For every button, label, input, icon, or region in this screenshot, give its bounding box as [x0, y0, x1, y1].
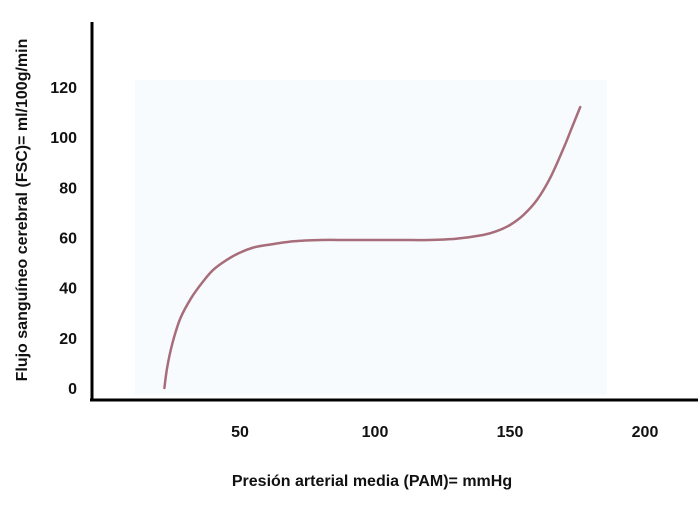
y-tick-label: 20 [59, 331, 77, 348]
y-tick-label: 80 [59, 180, 77, 197]
x-tick-label: 50 [231, 424, 249, 441]
y-tick-label: 120 [50, 80, 77, 97]
x-tick-label: 100 [362, 424, 389, 441]
x-tick-label: 150 [497, 424, 524, 441]
y-tick-label: 60 [59, 231, 77, 248]
y-tick-label: 40 [59, 281, 77, 298]
x-axis-title: Presión arterial media (PAM)= mmHg [232, 473, 512, 490]
y-tick-label: 100 [50, 130, 77, 147]
y-tick-label: 0 [68, 381, 77, 398]
series-line [163, 105, 582, 390]
y-axis-title: Flujo sanguíneo cerebral (FSC)= ml/100g/… [14, 39, 31, 382]
y-tick-labels: 0 20 40 60 80 100 120 [50, 80, 77, 398]
plot-background [135, 80, 607, 395]
x-tick-labels: 50 100 150 200 [231, 424, 658, 441]
x-tick-label: 200 [632, 424, 659, 441]
